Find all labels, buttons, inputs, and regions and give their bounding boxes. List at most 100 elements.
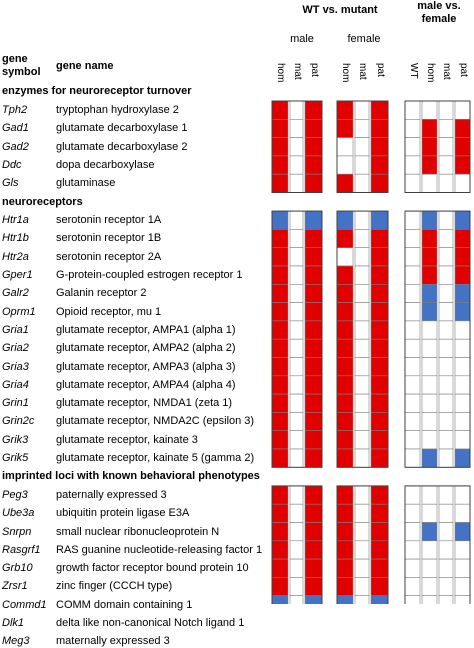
heatmap-cell: [354, 100, 370, 120]
gene-name: tryptophan hydroxylase 2: [56, 104, 179, 116]
heatmap-cell: [404, 338, 421, 358]
heatmap-cell: [336, 540, 354, 560]
heatmap-cell: [454, 503, 471, 523]
gene-name: glutamate receptor, AMPA1 (alpha 1): [56, 323, 236, 336]
heatmap-cell: [404, 595, 421, 604]
gene-name: Opioid receptor, mu 1: [56, 305, 162, 318]
heatmap-cell: [454, 412, 471, 431]
gene-symbol: Grb10: [2, 562, 33, 575]
heatmap-cell: [289, 485, 304, 505]
heatmap-cell: [289, 173, 304, 193]
group-outline: [336, 485, 389, 604]
female-group-header: female: [347, 33, 381, 45]
heatmap-cell: [454, 302, 471, 322]
heatmap-cell: [304, 558, 323, 578]
heatmap-cell: [421, 247, 438, 267]
heatmap-cell: [438, 430, 454, 450]
gene-symbol: Gls: [2, 177, 19, 190]
heatmap-cell: [289, 558, 304, 578]
heatmap-cell: [438, 320, 454, 340]
heatmap-cell: [336, 522, 354, 542]
heatmap-cell: [370, 338, 389, 358]
gene-name: small nuclear ribonucleoprotein N: [56, 525, 220, 538]
heatmap-cell: [438, 173, 454, 193]
heatmap-cell: [438, 302, 454, 322]
heatmap-cell: [289, 357, 304, 377]
heatmap-cell: [289, 522, 304, 542]
heatmap-cell: [438, 265, 454, 285]
heatmap-cell: [271, 430, 289, 450]
heatmap-cell: [336, 503, 354, 523]
heatmap-cell: [354, 430, 370, 450]
heatmap-cell: [271, 320, 289, 340]
heatmap-cell: [421, 540, 438, 560]
heatmap-cell: [454, 119, 471, 138]
gene-name: maternally expressed 3: [56, 635, 170, 648]
heatmap-cell: [354, 522, 370, 542]
heatmap-cell: [454, 247, 471, 267]
heatmap-cell: [370, 100, 389, 120]
heatmap-cell: [370, 137, 389, 157]
heatmap-cell: [336, 155, 354, 175]
heatmap-cell: [370, 595, 389, 604]
heatmap-cell: [354, 229, 370, 248]
heatmap-cell: [336, 393, 354, 413]
heatmap-cell: [271, 265, 289, 285]
heatmap-cell: [404, 558, 421, 578]
heatmap-cell: [336, 247, 354, 267]
heatmap-cell: [454, 522, 471, 542]
gene-symbol: Oprm1: [2, 305, 36, 318]
heatmap-cell: [304, 540, 323, 560]
heatmap-cell: [421, 503, 438, 523]
heatmap-cell: [271, 448, 289, 468]
heatmap-cell: [370, 283, 389, 303]
heatmap-cell: [354, 155, 370, 175]
heatmap-cell: [336, 595, 354, 604]
heatmap-cell: [370, 503, 389, 523]
gene-symbol: Htr2a: [2, 250, 29, 263]
heatmap-cell: [304, 100, 323, 120]
male-vs-female-header: male vs. female: [417, 0, 461, 25]
heatmap-cell: [438, 577, 454, 597]
gene-name: serotonin receptor 1A: [56, 214, 162, 227]
heatmap-cell: [370, 265, 389, 285]
heatmap-cell: [438, 412, 454, 431]
gene-symbol: Galr2: [2, 287, 29, 300]
heatmap-cell: [370, 320, 389, 340]
gene-symbol: Gad1: [2, 122, 29, 135]
heatmap-cell: [438, 338, 454, 358]
heatmap-cell: [354, 540, 370, 560]
heatmap-cell: [304, 448, 323, 468]
heatmap-cell: [454, 595, 471, 604]
heatmap-cell: [370, 558, 389, 578]
gene-symbol: Rasgrf1: [2, 543, 41, 556]
heatmap-cell: [370, 375, 389, 395]
heatmap-cell: [289, 302, 304, 322]
gene-name: glutamate decarboxylase 1: [56, 122, 188, 135]
heatmap-cell: [354, 448, 370, 468]
gene-symbol: Grin2c: [2, 415, 35, 428]
heatmap-cell: [370, 412, 389, 431]
heatmap-cell: [336, 430, 354, 450]
heatmap-cell: [370, 173, 389, 193]
heatmap-cell: [304, 137, 323, 157]
heatmap-cell: [271, 210, 289, 230]
heatmap-cell: [304, 338, 323, 358]
heatmap-cell: [421, 577, 438, 597]
heatmap-cell: [454, 540, 471, 560]
heatmap-cell: [454, 320, 471, 340]
gene-name: growth factor receptor bound protein 10: [56, 562, 249, 575]
heatmap-cell: [370, 540, 389, 560]
heatmap-cell: [370, 210, 389, 230]
heatmap-cell: [289, 595, 304, 604]
heatmap-cell: [289, 430, 304, 450]
male-group-header: male: [290, 33, 314, 45]
heatmap-cell: [370, 155, 389, 175]
heatmap-cell: [271, 100, 289, 120]
heatmap-cell: [438, 595, 454, 604]
heatmap-cell: [304, 577, 323, 597]
gene-symbol: Zrsr1: [2, 580, 28, 593]
heatmap-cell: [438, 448, 454, 468]
heatmap-cell: [271, 302, 289, 322]
heatmap-cell: [289, 338, 304, 358]
